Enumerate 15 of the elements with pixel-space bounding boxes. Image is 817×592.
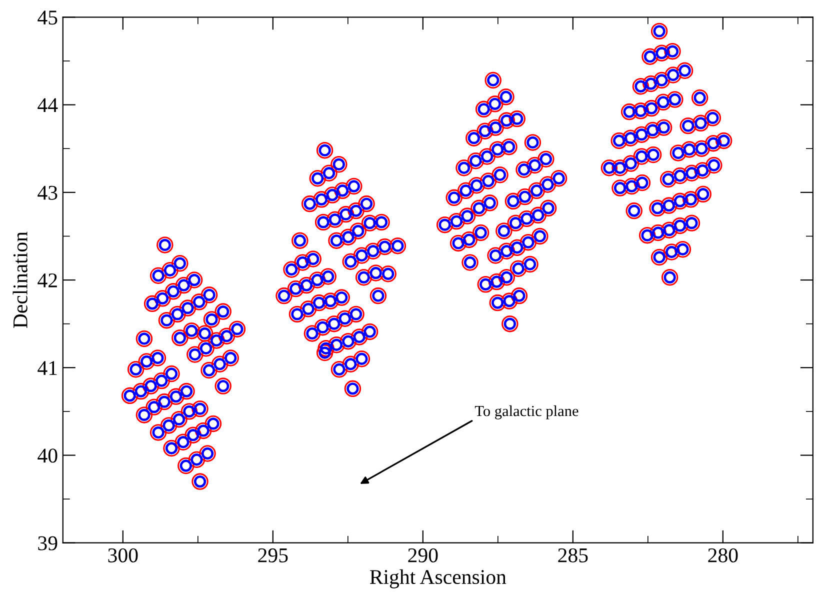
y-tick-label: 40 (38, 448, 58, 463)
y-tick-label: 44 (38, 98, 58, 112)
x-tick-label: 300 (108, 548, 138, 562)
x-tick-label: 280 (708, 548, 738, 562)
x-axis-title: Right Ascension (370, 569, 506, 588)
y-axis-title: Declination (12, 232, 28, 328)
y-tick-label: 39 (38, 536, 58, 550)
y-tick-label: 45 (38, 10, 58, 25)
y-tick-label: 43 (38, 186, 58, 200)
x-tick-label: 285 (558, 548, 588, 562)
x-tick-label: 290 (408, 548, 438, 562)
x-tick-label: 295 (258, 548, 288, 562)
annotation: To galactic plane (474, 405, 578, 420)
y-tick-label: 41 (38, 361, 57, 375)
y-tick-label: 42 (38, 273, 57, 288)
